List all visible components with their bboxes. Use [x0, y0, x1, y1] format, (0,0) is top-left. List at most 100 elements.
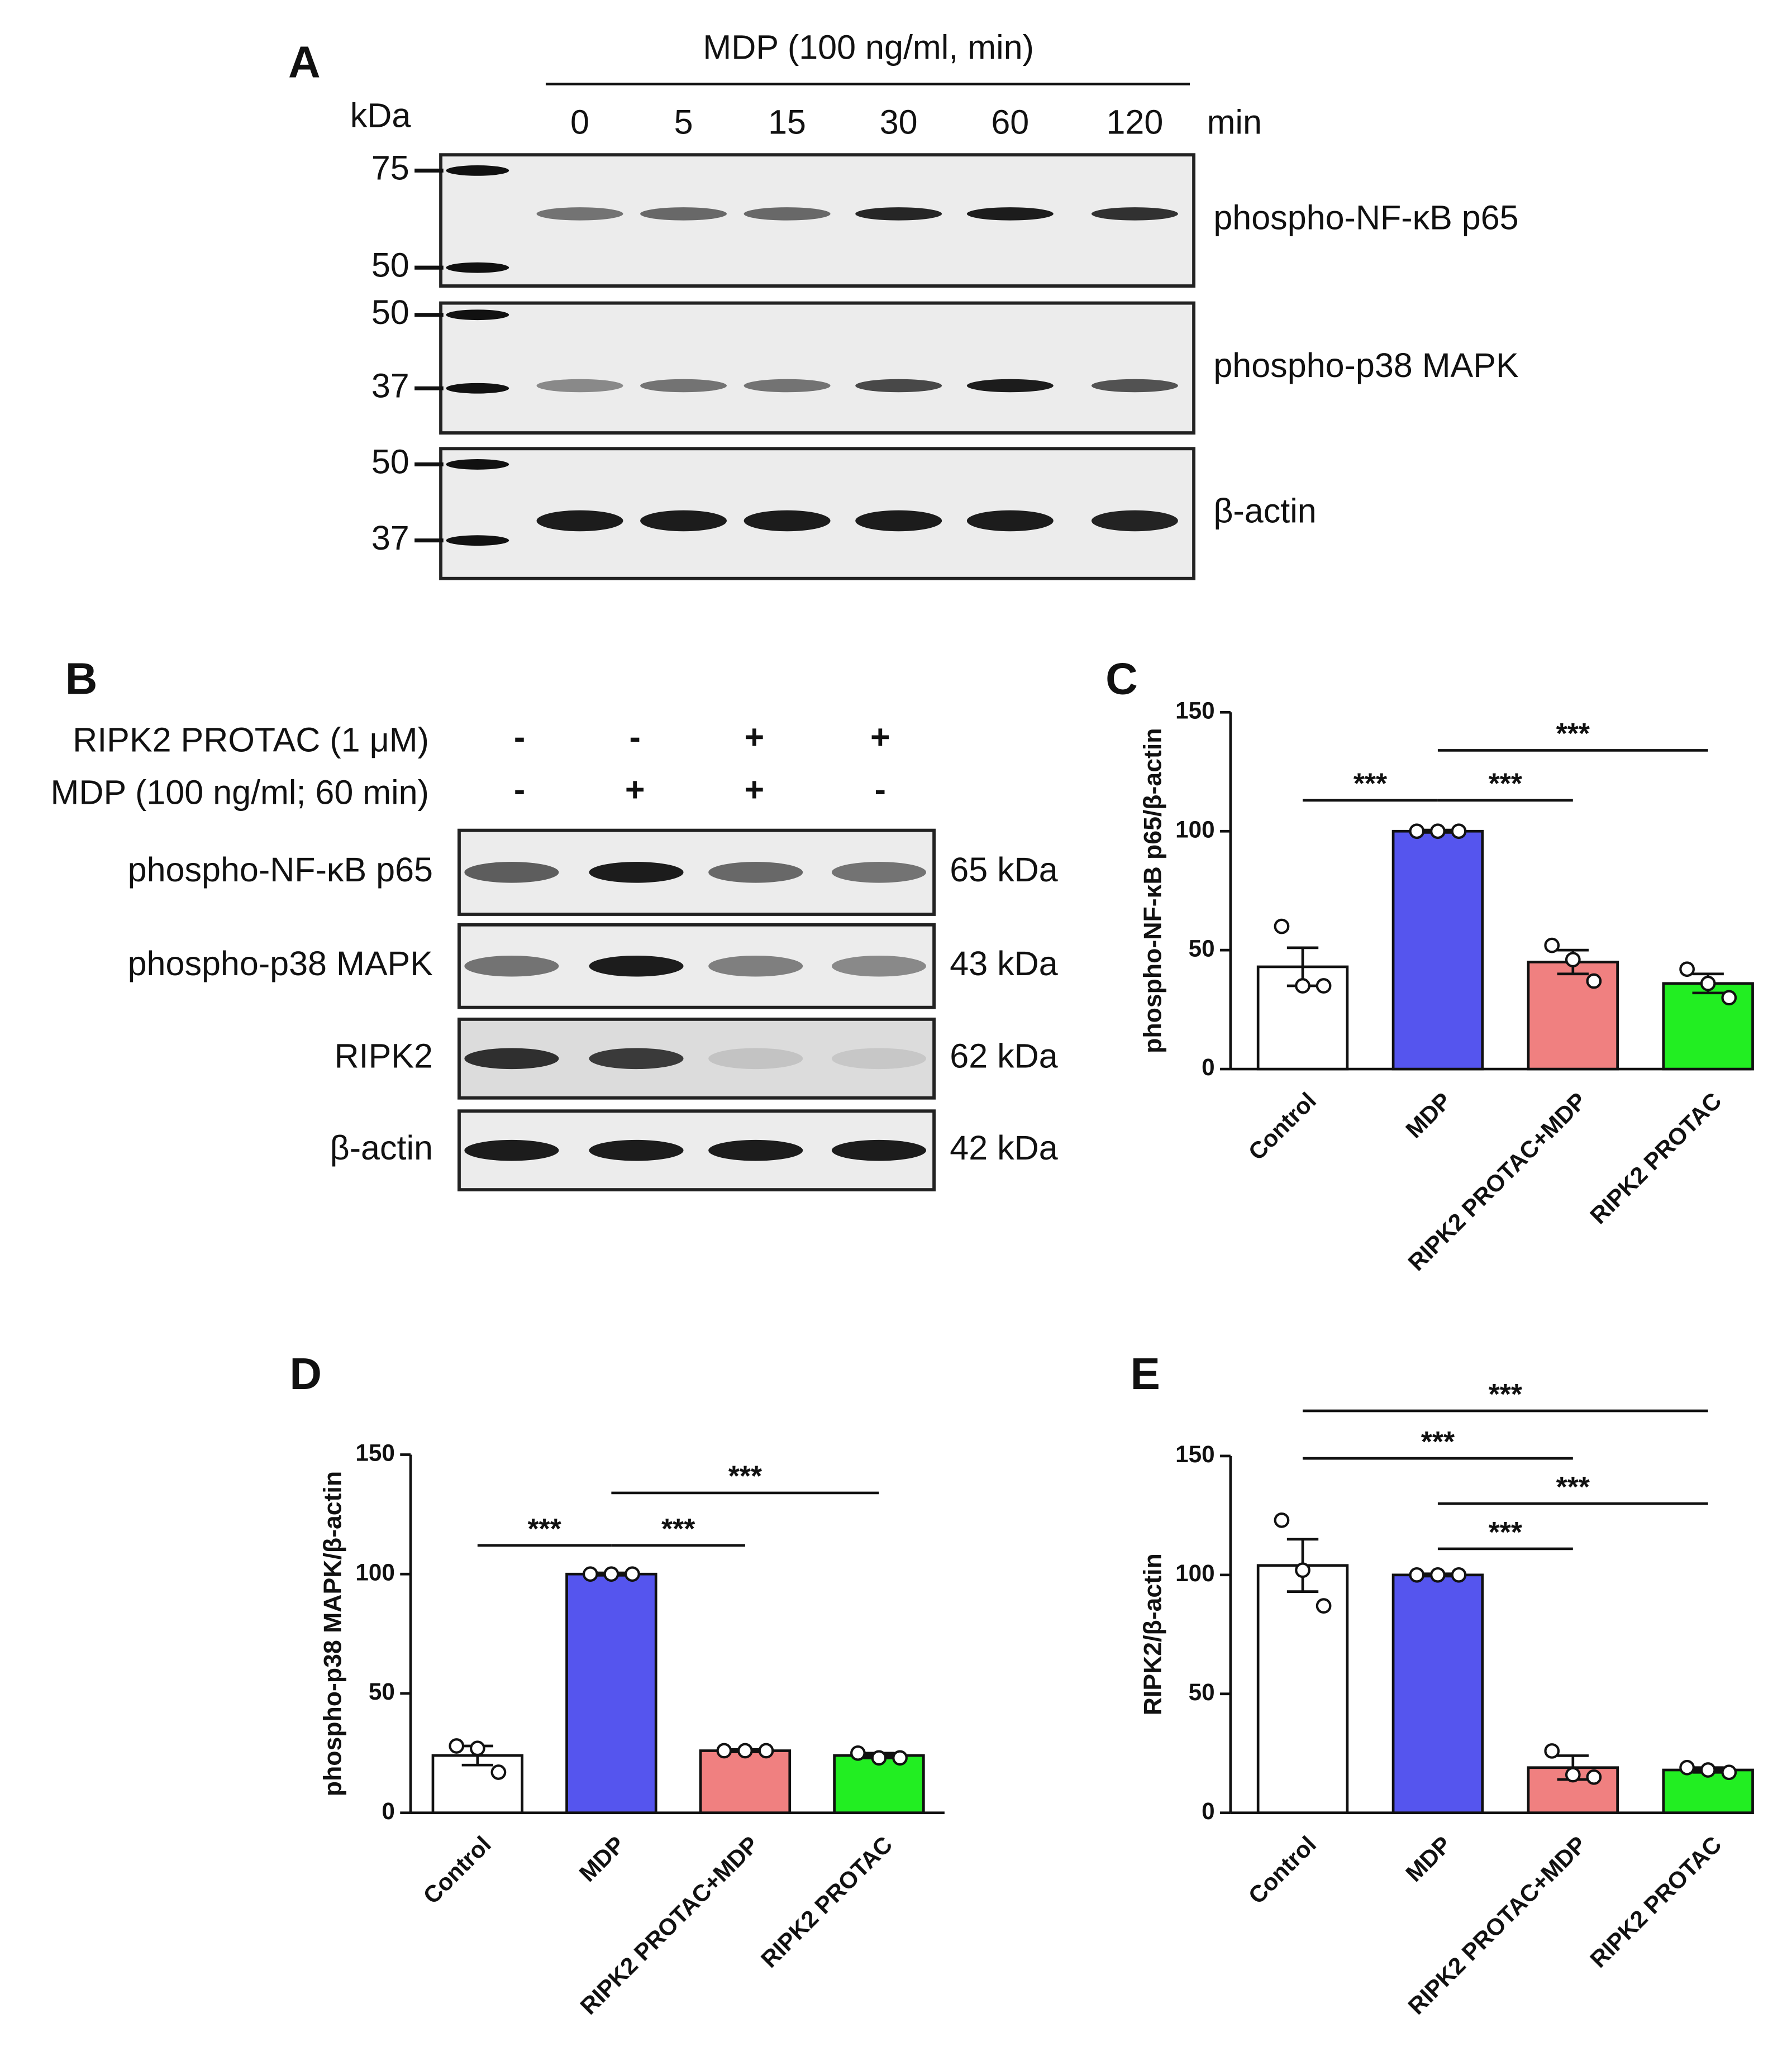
data-point	[1565, 952, 1581, 968]
ladder-band	[446, 165, 509, 176]
condition-sign: -	[514, 771, 525, 809]
band	[589, 862, 684, 883]
band	[855, 207, 942, 221]
condition-sign: -	[875, 771, 886, 809]
y-tick-label: 100	[1175, 816, 1215, 842]
band	[831, 955, 927, 977]
y-tick-label: 150	[1175, 697, 1215, 723]
marker-label: 37	[371, 519, 409, 557]
x-tick-label: Control	[1243, 1831, 1321, 1908]
y-tick-label: 0	[1202, 1054, 1215, 1080]
band	[708, 1048, 803, 1070]
data-point	[1430, 823, 1446, 839]
data-point	[1721, 1764, 1737, 1781]
marker-label: 50	[371, 246, 409, 284]
band	[855, 379, 942, 393]
marker-label: 37	[371, 366, 409, 404]
time-point: 0	[570, 103, 589, 141]
y-tick-label: 50	[1189, 1679, 1215, 1705]
significance-label: ***	[1421, 1425, 1455, 1458]
band	[966, 379, 1054, 393]
band	[831, 1048, 927, 1070]
y-axis-label: phospho-NF-κB p65/β-actin	[1139, 728, 1166, 1053]
significance-label: ***	[1353, 767, 1388, 800]
blot-label: phospho-p38 MAPK	[128, 944, 433, 982]
x-tick-label: Control	[418, 1831, 495, 1908]
band	[744, 379, 831, 393]
blot-size: 65 kDa	[950, 851, 1057, 889]
blot-size: 42 kDa	[950, 1129, 1057, 1167]
data-point	[1274, 1512, 1290, 1528]
condition-sign: -	[629, 718, 640, 756]
marker-label: 50	[371, 443, 409, 481]
blot	[439, 301, 1196, 435]
data-point	[1586, 973, 1602, 989]
y-axis-label: RIPK2/β-actin	[1139, 1553, 1166, 1715]
condition-sign: -	[514, 718, 525, 756]
band	[640, 207, 727, 221]
data-point	[469, 1740, 485, 1757]
significance-label: ***	[1556, 1471, 1590, 1503]
data-point	[1700, 1762, 1716, 1778]
x-tick-label: MDP	[1400, 1087, 1456, 1143]
bar	[1391, 1573, 1484, 1815]
ladder-band	[446, 459, 509, 470]
band	[464, 1139, 559, 1161]
band	[640, 510, 727, 532]
data-point	[1544, 1743, 1560, 1759]
ladder-band	[446, 535, 509, 546]
blot-label: phospho-NF-κB p65	[128, 851, 433, 889]
band	[464, 862, 559, 883]
y-tick-label: 150	[355, 1440, 395, 1466]
band	[536, 510, 623, 532]
condition-label: MDP (100 ng/ml; 60 min)	[51, 773, 429, 811]
data-point	[582, 1566, 598, 1582]
ladder-band	[446, 309, 509, 321]
panel-label: E	[1131, 1349, 1160, 1399]
ladder-band	[446, 383, 509, 394]
time-point: 30	[880, 103, 918, 141]
band	[708, 862, 803, 883]
bar	[565, 1572, 657, 1815]
bar	[699, 1749, 792, 1815]
time-unit: min	[1207, 103, 1262, 141]
blot-label: β-actin	[330, 1129, 433, 1167]
y-tick-label: 50	[369, 1678, 395, 1705]
band	[536, 207, 623, 221]
y-axis-label: phospho-p38 MAPK/β-actin	[320, 1471, 347, 1796]
band	[1091, 207, 1178, 221]
band	[464, 955, 559, 977]
condition-sign: +	[870, 718, 890, 756]
bar	[1662, 982, 1754, 1071]
data-point	[1565, 1767, 1581, 1783]
band	[966, 510, 1054, 532]
blot	[439, 153, 1196, 288]
ladder-band	[446, 262, 509, 273]
data-point	[449, 1738, 465, 1754]
bar	[1391, 829, 1484, 1071]
y-tick-label: 100	[1175, 1560, 1215, 1586]
band	[589, 1139, 684, 1161]
significance-label: ***	[728, 1460, 762, 1492]
condition-sign: +	[745, 771, 765, 809]
condition-sign: +	[625, 771, 645, 809]
data-point	[1409, 1567, 1425, 1583]
data-point	[1316, 978, 1332, 994]
panel-label: D	[289, 1349, 322, 1399]
data-point	[871, 1750, 887, 1766]
time-point: 60	[991, 103, 1029, 141]
x-tick-label: Control	[1243, 1087, 1321, 1165]
time-point: 15	[768, 103, 806, 141]
significance-label: ***	[1489, 767, 1523, 800]
panel-label: A	[288, 37, 321, 87]
data-point	[490, 1764, 507, 1780]
band	[708, 955, 803, 977]
data-point	[1544, 937, 1560, 953]
band	[966, 207, 1054, 221]
time-point: 5	[674, 103, 693, 141]
band	[464, 1048, 559, 1070]
data-point	[716, 1743, 732, 1759]
condition-label: RIPK2 PROTAC (1 μM)	[73, 721, 429, 758]
blot-label: phospho-p38 MAPK	[1213, 346, 1519, 384]
